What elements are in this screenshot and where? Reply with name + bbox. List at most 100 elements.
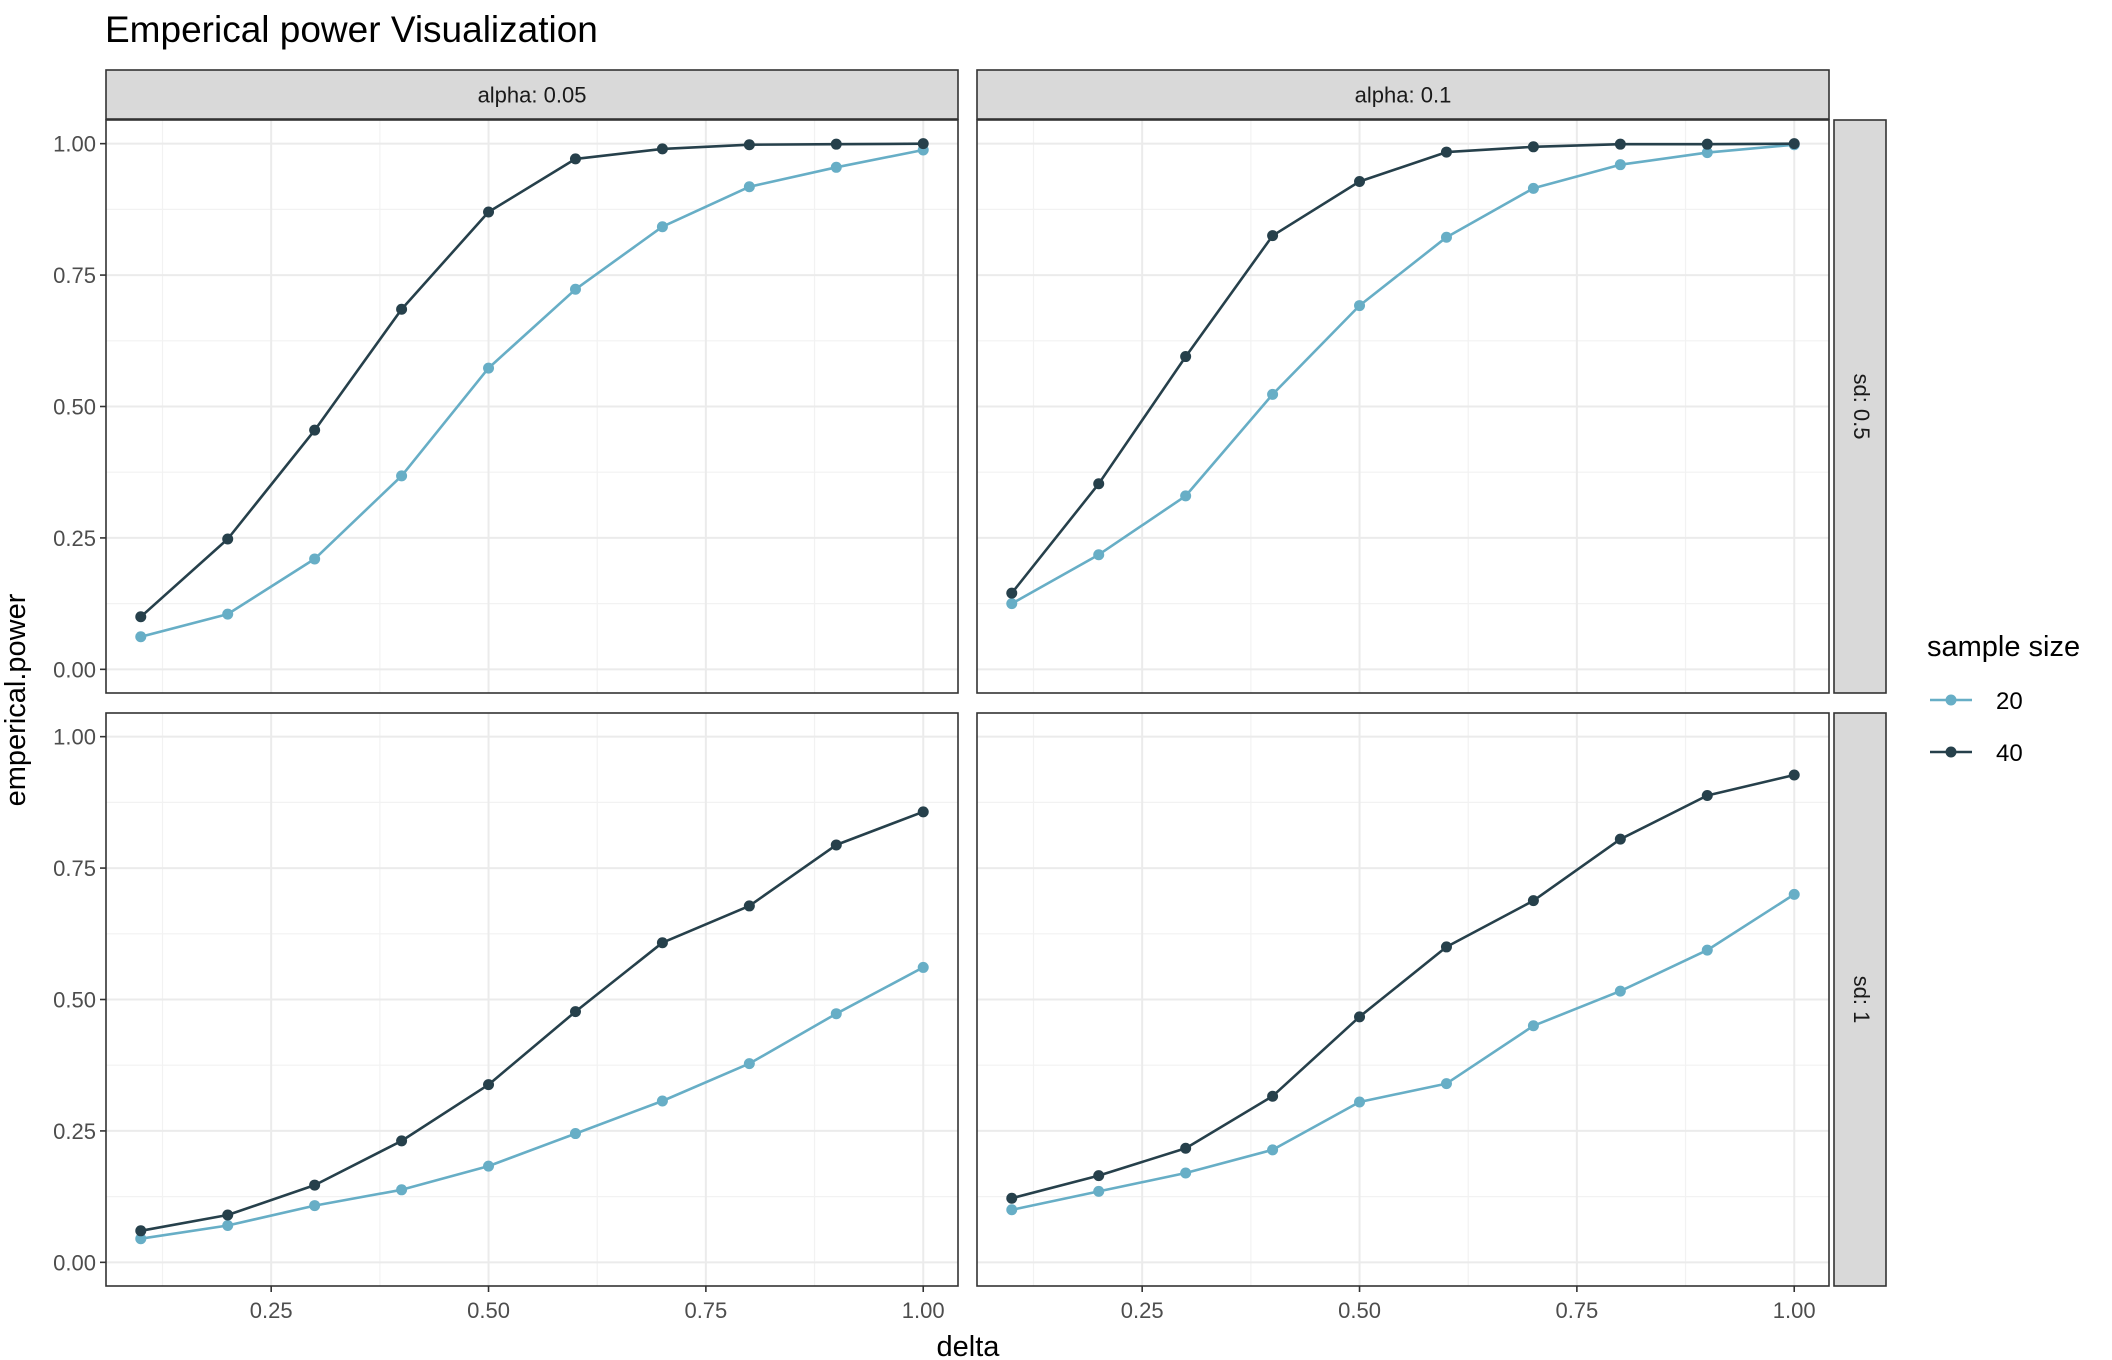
y-tick-label: 0.25: [53, 526, 96, 551]
data-point-20: [656, 221, 668, 233]
data-point-20: [1527, 182, 1539, 194]
data-point-20: [1093, 1185, 1105, 1197]
y-tick-label: 0.00: [53, 1250, 96, 1275]
data-point-40: [396, 1135, 408, 1147]
data-point-40: [1006, 1192, 1018, 1204]
strip-label: alpha: 0.1: [1355, 83, 1452, 108]
panel-0-1: [105, 712, 959, 1287]
data-point-20: [1527, 1020, 1539, 1032]
data-point-40: [1354, 1011, 1366, 1023]
data-point-40: [1527, 141, 1539, 153]
chart-title: Emperical power Visualization: [105, 9, 598, 50]
data-point-20: [743, 1058, 755, 1070]
strip-background: [1833, 119, 1887, 694]
strip-background: [976, 69, 1830, 120]
data-point-40: [396, 303, 408, 315]
data-point-20: [396, 470, 408, 482]
x-tick-label: 0.50: [1338, 1298, 1381, 1323]
data-point-20: [1614, 159, 1626, 171]
data-point-40: [1701, 138, 1713, 150]
x-tick-label: 0.25: [250, 1298, 293, 1323]
x-tick-label: 0.50: [467, 1298, 510, 1323]
data-point-20: [1440, 231, 1452, 243]
strip-label: sd: 1: [1849, 976, 1874, 1024]
data-point-40: [830, 839, 842, 851]
data-point-40: [1701, 790, 1713, 802]
y-tick-label: 0.75: [53, 263, 96, 288]
data-point-40: [1267, 230, 1279, 242]
y-tick-label: 0.25: [53, 1119, 96, 1144]
legend-point: [1945, 694, 1957, 706]
data-point-40: [135, 611, 147, 623]
data-point-20: [135, 631, 147, 643]
strips-layer: alpha: 0.05 alpha: 0.1 sd: 0.5 sd: 1: [105, 69, 1887, 1287]
data-point-40: [656, 937, 668, 949]
data-point-40: [1788, 138, 1800, 150]
data-point-20: [1440, 1078, 1452, 1090]
data-point-40: [309, 424, 321, 436]
data-point-20: [656, 1095, 668, 1107]
data-point-20: [1701, 147, 1713, 159]
data-point-40: [1614, 833, 1626, 845]
data-point-20: [222, 608, 234, 620]
data-point-40: [1006, 587, 1018, 599]
strip-label: alpha: 0.05: [478, 83, 587, 108]
data-point-20: [1006, 1204, 1018, 1216]
data-point-20: [396, 1184, 408, 1196]
x-tick-label: 0.25: [1121, 1298, 1164, 1323]
data-point-40: [743, 900, 755, 912]
panel-1-0: [976, 119, 1830, 694]
x-tick-label: 0.75: [684, 1298, 727, 1323]
strip-background: [105, 69, 959, 120]
data-point-20: [1701, 944, 1713, 956]
x-tick-label: 1.00: [902, 1298, 945, 1323]
axes-layer: 0.00 0.25 0.50 0.75 1.00 0.00 0.25 0.50 0.75 1.00…: [53, 132, 1815, 1323]
legend-label: 40: [1996, 740, 2023, 767]
legend-item-40: 40: [1930, 740, 2023, 767]
x-tick-label: 0.75: [1555, 1298, 1598, 1323]
legend-point: [1945, 746, 1957, 758]
legend-item-20: 20: [1930, 688, 2023, 715]
series-line-40: [139, 142, 924, 618]
data-point-40: [569, 153, 581, 165]
data-point-20: [1267, 1144, 1279, 1156]
y-tick-label: 1.00: [53, 132, 96, 157]
series-line-40: [1010, 142, 1795, 594]
data-point-20: [1614, 985, 1626, 997]
data-point-40: [1788, 769, 1800, 781]
data-point-20: [1093, 549, 1105, 561]
panel-border: [976, 712, 1830, 1287]
legend-title: sample size: [1927, 631, 2080, 663]
data-point-20: [1354, 1096, 1366, 1108]
series-line-20: [1011, 143, 1795, 605]
data-point-40: [1180, 1142, 1192, 1154]
data-point-40: [917, 138, 929, 150]
x-tick-label: 1.00: [1773, 1298, 1816, 1323]
x-axis-title: delta: [937, 1331, 1001, 1360]
data-point-40: [1440, 146, 1452, 158]
row-strip: sd: 0.5: [1833, 119, 1887, 694]
data-point-40: [222, 1209, 234, 1221]
data-point-20: [1006, 598, 1018, 610]
data-point-20: [1788, 888, 1800, 900]
data-point-40: [483, 206, 495, 218]
y-tick-label: 0.50: [53, 988, 96, 1013]
data-point-40: [656, 143, 668, 155]
data-point-20: [483, 1160, 495, 1172]
data-point-20: [222, 1220, 234, 1232]
data-point-20: [830, 161, 842, 173]
y-tick-label: 0.50: [53, 395, 96, 420]
data-point-40: [830, 138, 842, 150]
data-point-20: [1354, 300, 1366, 312]
data-point-20: [309, 1200, 321, 1212]
data-point-40: [1527, 895, 1539, 907]
y-tick-label: 1.00: [53, 725, 96, 750]
legend: sample size 20 40: [1927, 631, 2080, 767]
series-line-20: [140, 966, 924, 1240]
data-point-40: [1614, 138, 1626, 150]
column-strip: alpha: 0.05: [105, 69, 959, 120]
panel-0-0: [105, 119, 959, 694]
legend-label: 20: [1996, 688, 2023, 715]
series-line-20: [140, 148, 924, 639]
data-point-40: [1440, 941, 1452, 953]
